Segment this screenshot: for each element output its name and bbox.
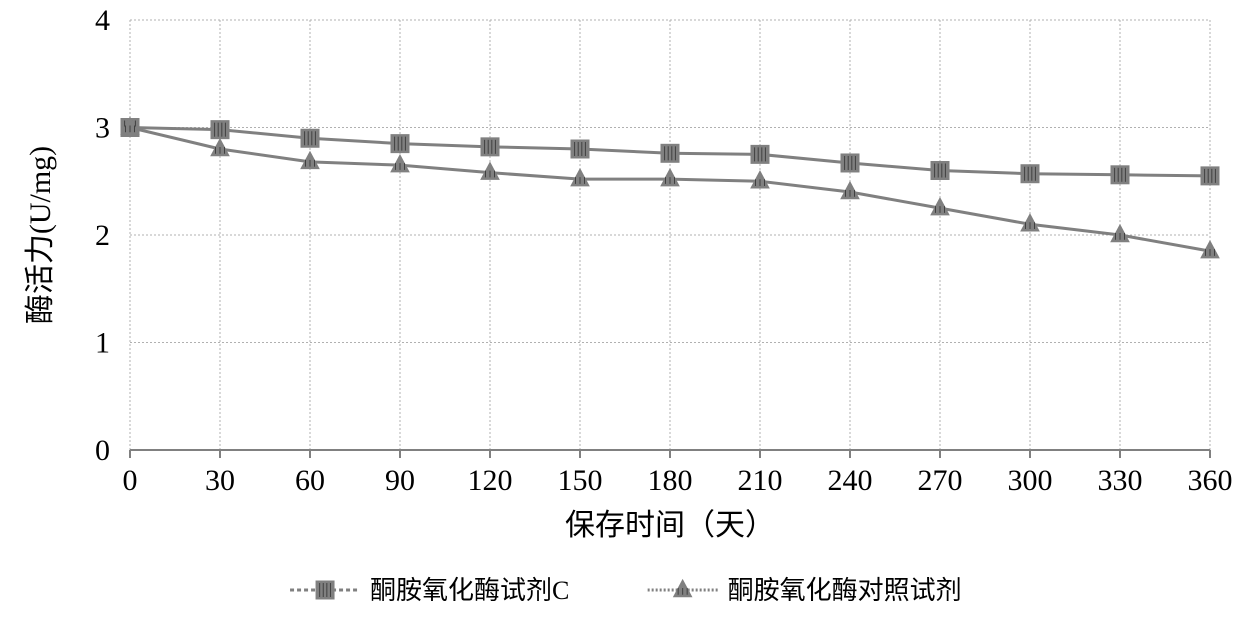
enzyme-activity-chart: 0 30 60 90 120 150 180 210 240 270 300 330 360 0 1 2 3 4 保… xyxy=(0,0,1240,628)
y-tick-label: 1 xyxy=(95,327,110,360)
x-tick-label: 60 xyxy=(295,464,325,497)
y-axis-label: 酶活力(U/mg) xyxy=(24,146,57,324)
x-tick-label: 210 xyxy=(738,464,783,497)
chart-container: 0 30 60 90 120 150 180 210 240 270 300 330 360 0 1 2 3 4 保… xyxy=(0,0,1240,628)
x-tick-label: 0 xyxy=(123,464,138,497)
x-tick-label: 180 xyxy=(648,464,693,497)
y-tick-label: 3 xyxy=(95,112,110,145)
legend-label-1: 酮胺氧化酶对照试剂 xyxy=(728,576,962,605)
x-tick-label: 120 xyxy=(468,464,513,497)
legend-label-0: 酮胺氧化酶试剂C xyxy=(370,576,569,605)
y-tick-label: 0 xyxy=(95,434,110,467)
y-tick-label: 2 xyxy=(95,219,110,252)
y-tick-label: 4 xyxy=(95,4,110,37)
x-tick-label: 300 xyxy=(1008,464,1053,497)
x-axis-label: 保存时间（天） xyxy=(565,509,775,542)
x-tick-label: 360 xyxy=(1188,464,1233,497)
x-tick-label: 270 xyxy=(918,464,963,497)
x-tick-label: 150 xyxy=(558,464,603,497)
x-tick-label: 90 xyxy=(385,464,415,497)
x-tick-label: 240 xyxy=(828,464,873,497)
x-tick-label: 30 xyxy=(205,464,235,497)
x-tick-label: 330 xyxy=(1098,464,1143,497)
